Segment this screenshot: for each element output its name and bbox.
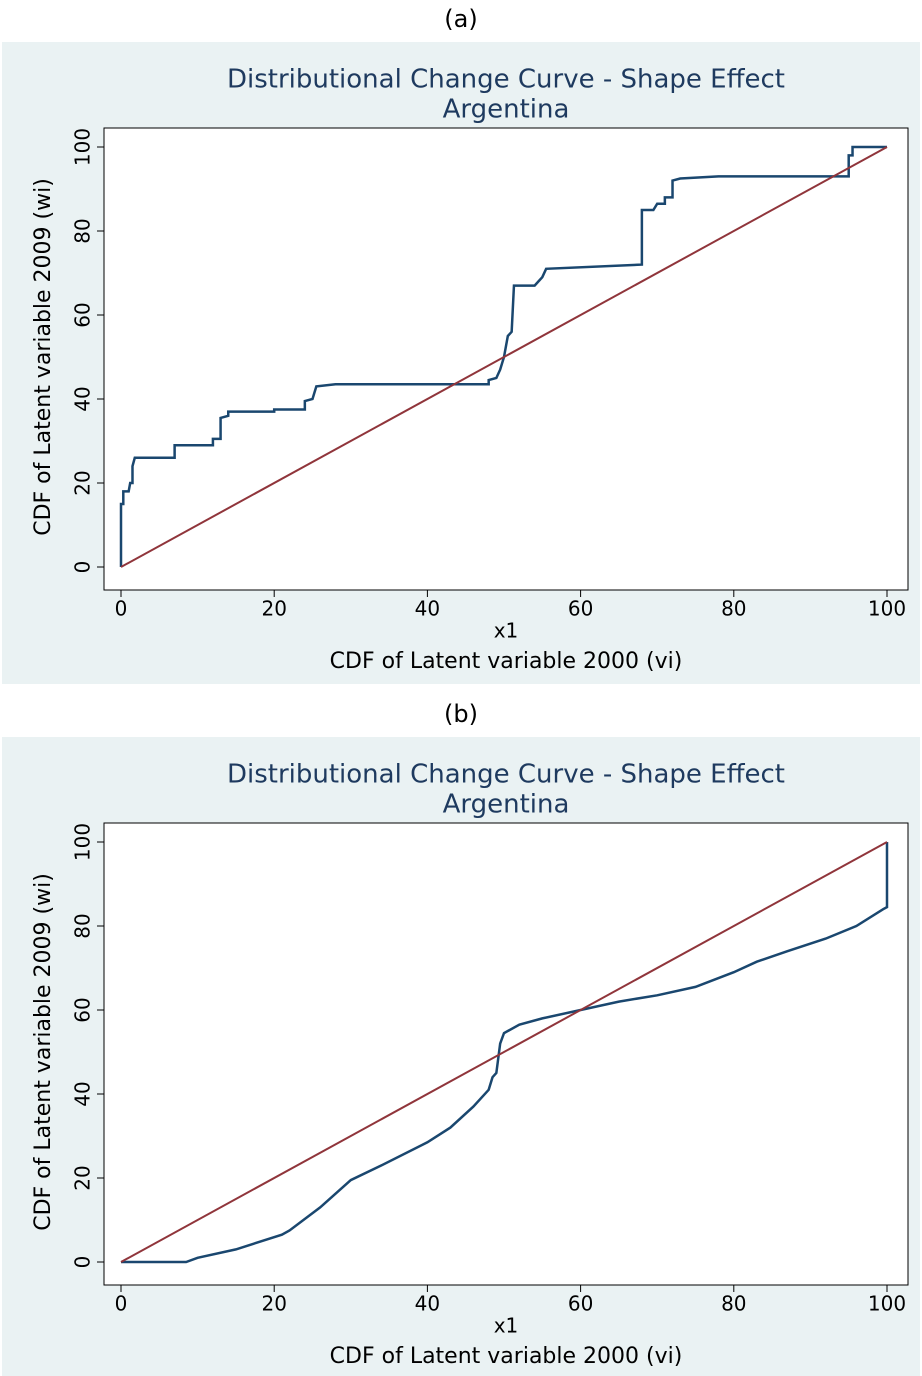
y-tick-label: 100: [71, 823, 95, 861]
x-tick-label: 20: [261, 1292, 286, 1316]
panel-label: (a): [444, 5, 477, 33]
x-tick-label: 80: [721, 1292, 746, 1316]
x-axis-label: x1: [494, 1314, 519, 1338]
x-tick-label: 60: [568, 597, 593, 621]
data-line: [120, 841, 888, 1263]
y-tick-label: 0: [71, 561, 95, 574]
panel-label: (b): [444, 700, 478, 728]
y-tick-label: 40: [71, 1081, 95, 1106]
chart-subtitle: Argentina: [443, 95, 570, 125]
y-tick-label: 60: [71, 302, 95, 327]
chart-subtitle: Argentina: [443, 790, 570, 820]
x-axis-label: x1: [494, 619, 519, 643]
x-tick-label: 80: [721, 597, 746, 621]
x-tick-label: 100: [868, 597, 906, 621]
y-axis-title: CDF of Latent variable 2009 (wi): [31, 873, 56, 1231]
y-tick-label: 20: [71, 470, 95, 495]
data-line: [120, 146, 888, 568]
y-tick-label: 80: [71, 913, 95, 938]
data-line: [119, 145, 887, 567]
x-axis-title: CDF of Latent variable 2000 (vi): [330, 649, 683, 674]
data-line: [121, 842, 889, 1264]
y-tick-label: 0: [71, 1256, 95, 1269]
y-axis-title: CDF of Latent variable 2009 (wi): [31, 178, 56, 536]
y-tick-label: 20: [71, 1165, 95, 1190]
y-tick-label: 40: [71, 386, 95, 411]
plot-area: [103, 127, 909, 591]
chart-title: Distributional Change Curve - Shape Effe…: [227, 760, 785, 790]
x-tick-label: 20: [261, 597, 286, 621]
x-axis-title: CDF of Latent variable 2000 (vi): [330, 1344, 683, 1369]
y-tick-label: 100: [71, 128, 95, 166]
x-tick-label: 60: [568, 1292, 593, 1316]
x-tick-label: 0: [115, 597, 128, 621]
y-tick-label: 60: [71, 997, 95, 1022]
x-tick-label: 40: [415, 1292, 440, 1316]
chart-panel: (b) Distributional Change Curve - Shape E…: [2, 700, 920, 1376]
chart-panel: (a) Distributional Change Curve - Shape E…: [2, 5, 920, 684]
chart-title: Distributional Change Curve - Shape Effe…: [227, 65, 785, 95]
x-tick-label: 0: [115, 1292, 128, 1316]
plot-area: [103, 822, 909, 1286]
x-tick-label: 40: [415, 597, 440, 621]
y-tick-label: 80: [71, 218, 95, 243]
x-tick-label: 100: [868, 1292, 906, 1316]
